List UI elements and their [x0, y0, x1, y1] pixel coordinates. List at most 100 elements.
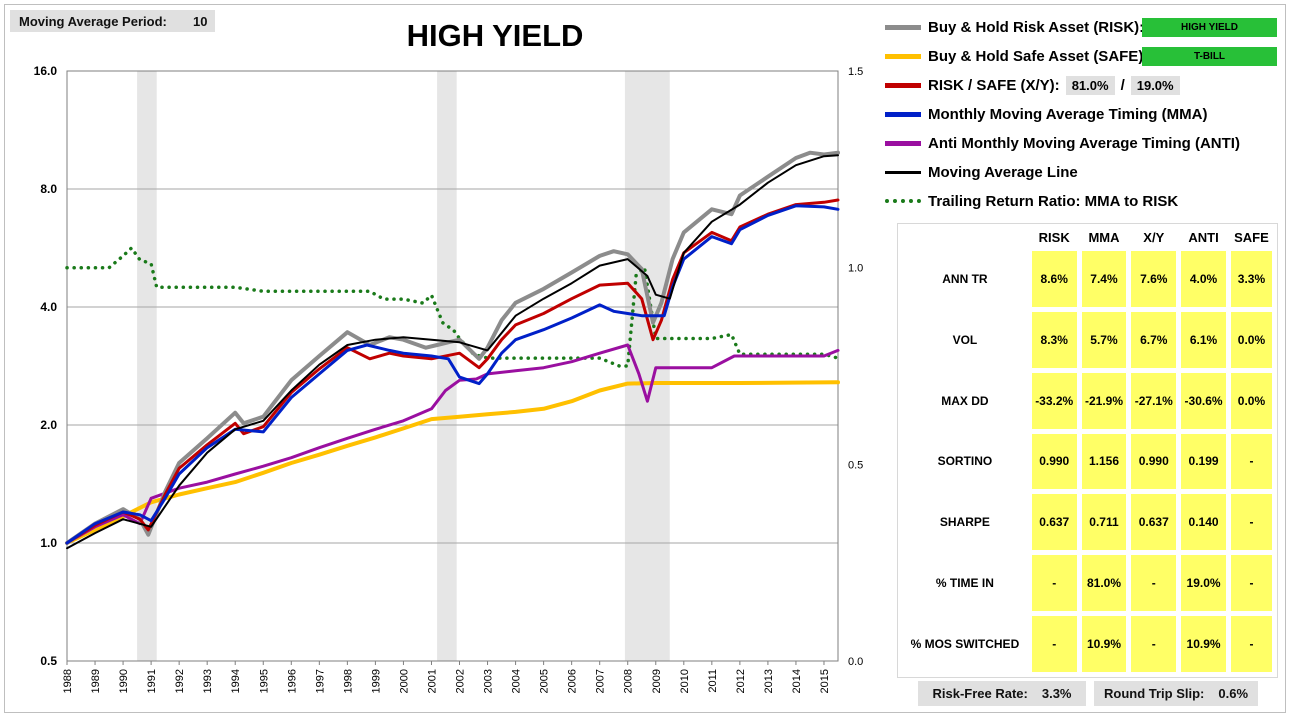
legend-label-safe: Buy & Hold Safe Asset (SAFE):: [928, 47, 1149, 65]
series-line-xy: [65, 198, 840, 545]
stats-cell-safe: 0.0%: [1230, 372, 1272, 429]
stats-cell-risk: 0.637: [1031, 494, 1077, 551]
x-tick-label: 2005: [539, 669, 551, 693]
y-tick-label: 2.0: [40, 418, 57, 432]
stats-header-anti: ANTI: [1188, 230, 1219, 245]
stats-row-label: % TIME IN: [935, 576, 994, 591]
x-tick-label: 1998: [342, 669, 354, 693]
legend-label-risk: Buy & Hold Risk Asset (RISK):: [928, 18, 1145, 36]
stats-cell-risk: -33.2%: [1031, 372, 1077, 429]
recession-band: [137, 71, 157, 661]
recession-band: [624, 71, 670, 661]
y-tick-label: 4.0: [40, 300, 57, 314]
legend-item-mma: Monthly Moving Average Timing (MMA): [885, 103, 1207, 125]
stats-cell-anti: 10.9%: [1181, 616, 1226, 672]
legend-swatch-xy: [885, 82, 921, 88]
x-tick-label: 2003: [483, 669, 495, 693]
x-tick-label: 2008: [623, 669, 635, 693]
x-tick-label: 1995: [258, 669, 270, 693]
stats-cell-anti: 0.199: [1181, 433, 1226, 490]
stats-row-label: SHARPE: [939, 515, 990, 530]
stats-cell-mma: 5.7%: [1081, 311, 1127, 368]
stats-header-blank: [903, 229, 1027, 246]
xy-separator: /: [1120, 76, 1125, 94]
risk-free-rate-label: Risk-Free Rate:: [932, 686, 1028, 701]
legend-item-xy: RISK / SAFE (X/Y): 81.0% / 19.0%: [885, 74, 1186, 96]
series-line-ratio: [65, 246, 840, 368]
stats-cell-xy: -27.1%: [1131, 372, 1177, 429]
stats-cell-mma: 0.711: [1081, 494, 1127, 551]
x-tick-label: 1990: [118, 669, 130, 693]
legend-swatch-ratio: [885, 199, 921, 203]
y2-tick-label: 0.0: [848, 656, 863, 668]
risk-free-rate-box: Risk-Free Rate: 3.3%: [918, 681, 1086, 706]
stats-cell-risk: 8.3%: [1031, 311, 1077, 368]
x-tick-label: 2011: [707, 669, 719, 693]
legend-swatch-anti: [885, 140, 921, 146]
x-tick-label: 1997: [314, 669, 326, 693]
x-tick-label: 1988: [62, 669, 74, 693]
legend-label-ratio: Trailing Return Ratio: MMA to RISK: [928, 192, 1179, 210]
stats-cell-risk: -: [1031, 555, 1077, 612]
stats-row: SHARPE 0.637 0.711 0.637 0.140-: [903, 494, 1272, 551]
stats-cell-mma: 7.4%: [1081, 251, 1127, 307]
legend-item-safe: Buy & Hold Safe Asset (SAFE):: [885, 45, 1148, 67]
stats-cell-safe: -: [1230, 616, 1272, 672]
xy-risk-pct: 81.0%: [1065, 75, 1115, 95]
y2-tick-label: 1.0: [848, 263, 863, 275]
stats-cell-mma: 1.156: [1081, 433, 1127, 490]
ma-period-box: Moving Average Period: 10: [10, 10, 215, 32]
series-line-anti: [65, 343, 840, 545]
stats-table: RISK MMA X/Y ANTI SAFE ANN TR 8.6% 7.4% 7.6…: [897, 223, 1278, 678]
x-tick-label: 2013: [763, 669, 775, 693]
legend-swatch-risk: [885, 24, 921, 30]
stats-cell-xy: 0.637: [1131, 494, 1177, 551]
series-line-ma-line: [66, 154, 839, 550]
legend-swatch-safe: [885, 53, 921, 59]
stats-cell-safe: -: [1230, 494, 1272, 551]
stats-header-safe: SAFE: [1234, 230, 1269, 245]
legend-item-anti: Anti Monthly Moving Average Timing (ANTI…: [885, 132, 1240, 154]
stats-row-label: VOL: [952, 332, 978, 347]
recession-band: [437, 71, 457, 661]
stats-header-risk: RISK: [1038, 230, 1070, 245]
chart-frame: [4, 4, 1286, 713]
x-tick-label: 1994: [230, 669, 242, 693]
chart-title: HIGH YIELD: [406, 18, 584, 53]
stats-cell-safe: 0.0%: [1230, 311, 1272, 368]
legend-swatch-ma-line: [885, 170, 921, 174]
stats-cell-safe: -: [1230, 555, 1272, 612]
legend-item-ratio: Trailing Return Ratio: MMA to RISK: [885, 190, 1178, 212]
y-tick-label: 8.0: [40, 182, 57, 196]
series-line-mma: [65, 204, 840, 545]
x-tick-label: 2002: [455, 669, 467, 693]
legend-label-anti: Anti Monthly Moving Average Timing (ANTI…: [928, 134, 1240, 152]
stats-cell-mma: 10.9%: [1081, 616, 1127, 672]
ma-period-value: 10: [193, 13, 208, 29]
chart-plot: 16.0 8.0 4.0 2.0 1.0 0.5 1.5 1.0 0.5 0.0 1988 1989 1…: [34, 64, 864, 693]
x-tick-label: 1993: [202, 669, 214, 693]
x-tick-label: 2006: [567, 669, 579, 693]
x-tick-label: 1989: [90, 669, 102, 693]
stats-row-label: ANN TR: [942, 271, 988, 286]
stats-row: % TIME IN -81.0% -19.0% -: [903, 555, 1272, 612]
stats-cell-anti: 19.0%: [1181, 555, 1226, 612]
stats-cell-xy: -: [1131, 616, 1177, 672]
risk-free-rate-value: 3.3%: [1041, 686, 1072, 701]
stats-row-label: % MOS SWITCHED: [910, 637, 1020, 652]
round-trip-slip-label: Round Trip Slip:: [1103, 686, 1205, 701]
stats-cell-xy: 0.990: [1131, 433, 1177, 490]
stats-cell-xy: 7.6%: [1131, 251, 1177, 307]
stats-cell-safe: 3.3%: [1230, 251, 1272, 307]
x-tick-label: 1991: [146, 669, 158, 693]
x-tick-label: 1996: [286, 669, 298, 693]
stats-row-label: MAX DD: [941, 393, 989, 408]
stats-row: ANN TR 8.6% 7.4% 7.6% 4.0% 3.3%: [903, 251, 1272, 307]
x-tick-label: 1992: [174, 669, 186, 693]
round-trip-slip-value: 0.6%: [1218, 686, 1249, 701]
x-tick-label: 2000: [398, 669, 410, 693]
stats-row: SORTINO 0.990 1.156 0.990 0.199-: [903, 433, 1272, 490]
safe-asset-tag: T-BILL: [1142, 47, 1277, 66]
stats-row: VOL 8.3% 5.7% 6.7% 6.1% 0.0%: [903, 311, 1272, 368]
stats-cell-mma: 81.0%: [1081, 555, 1127, 612]
